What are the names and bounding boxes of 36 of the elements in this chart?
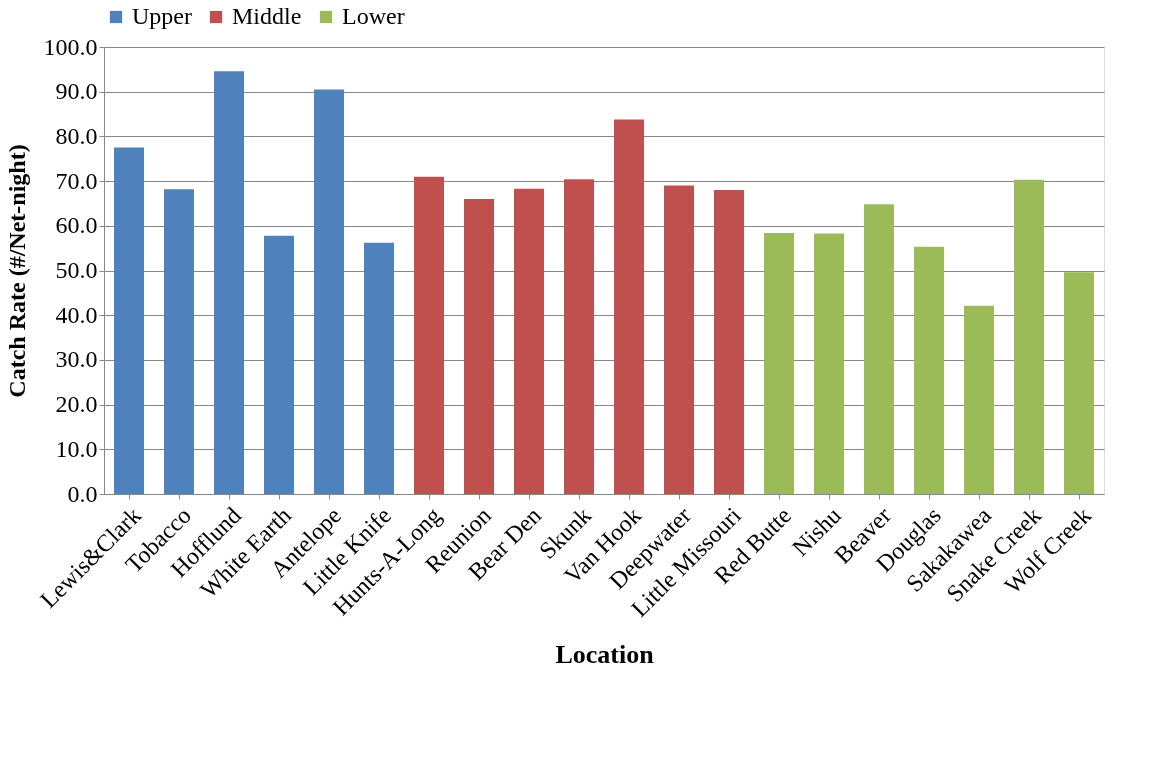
legend-label: Lower <box>342 3 405 29</box>
bar <box>914 246 944 494</box>
y-tick-label: 100.0 <box>43 33 98 60</box>
y-axis-title: Catch Rate (#/Net-night) <box>3 144 30 398</box>
y-tick-label: 60.0 <box>55 212 98 239</box>
bar <box>664 185 694 494</box>
legend-label: Upper <box>132 3 192 29</box>
y-tick-label: 50.0 <box>55 257 98 283</box>
bar <box>264 235 294 494</box>
y-tick-label: 20.0 <box>55 391 98 418</box>
bar <box>314 89 344 494</box>
y-tick-label: 40.0 <box>55 301 98 328</box>
bar <box>164 189 194 494</box>
bar <box>214 71 244 494</box>
bar <box>814 233 844 494</box>
bar <box>1014 179 1044 494</box>
bar <box>364 242 394 494</box>
y-tick-label: 90.0 <box>55 78 98 105</box>
bar <box>414 176 444 494</box>
bar <box>514 188 544 494</box>
legend-label: Middle <box>232 3 302 29</box>
y-tick-label: 80.0 <box>55 122 98 149</box>
bar <box>714 190 744 494</box>
y-tick-label: 10.0 <box>55 435 98 462</box>
bar <box>114 147 144 494</box>
bar <box>564 179 594 494</box>
bar <box>614 119 644 494</box>
bar <box>964 305 994 494</box>
bar <box>864 204 894 494</box>
bar <box>1064 272 1094 494</box>
x-axis-title: Location <box>555 639 655 669</box>
y-tick-label: 0.0 <box>67 480 98 507</box>
bar <box>464 198 494 494</box>
y-tick-label: 30.0 <box>55 346 98 373</box>
bar <box>764 232 794 494</box>
y-tick-label: 70.0 <box>55 167 98 194</box>
